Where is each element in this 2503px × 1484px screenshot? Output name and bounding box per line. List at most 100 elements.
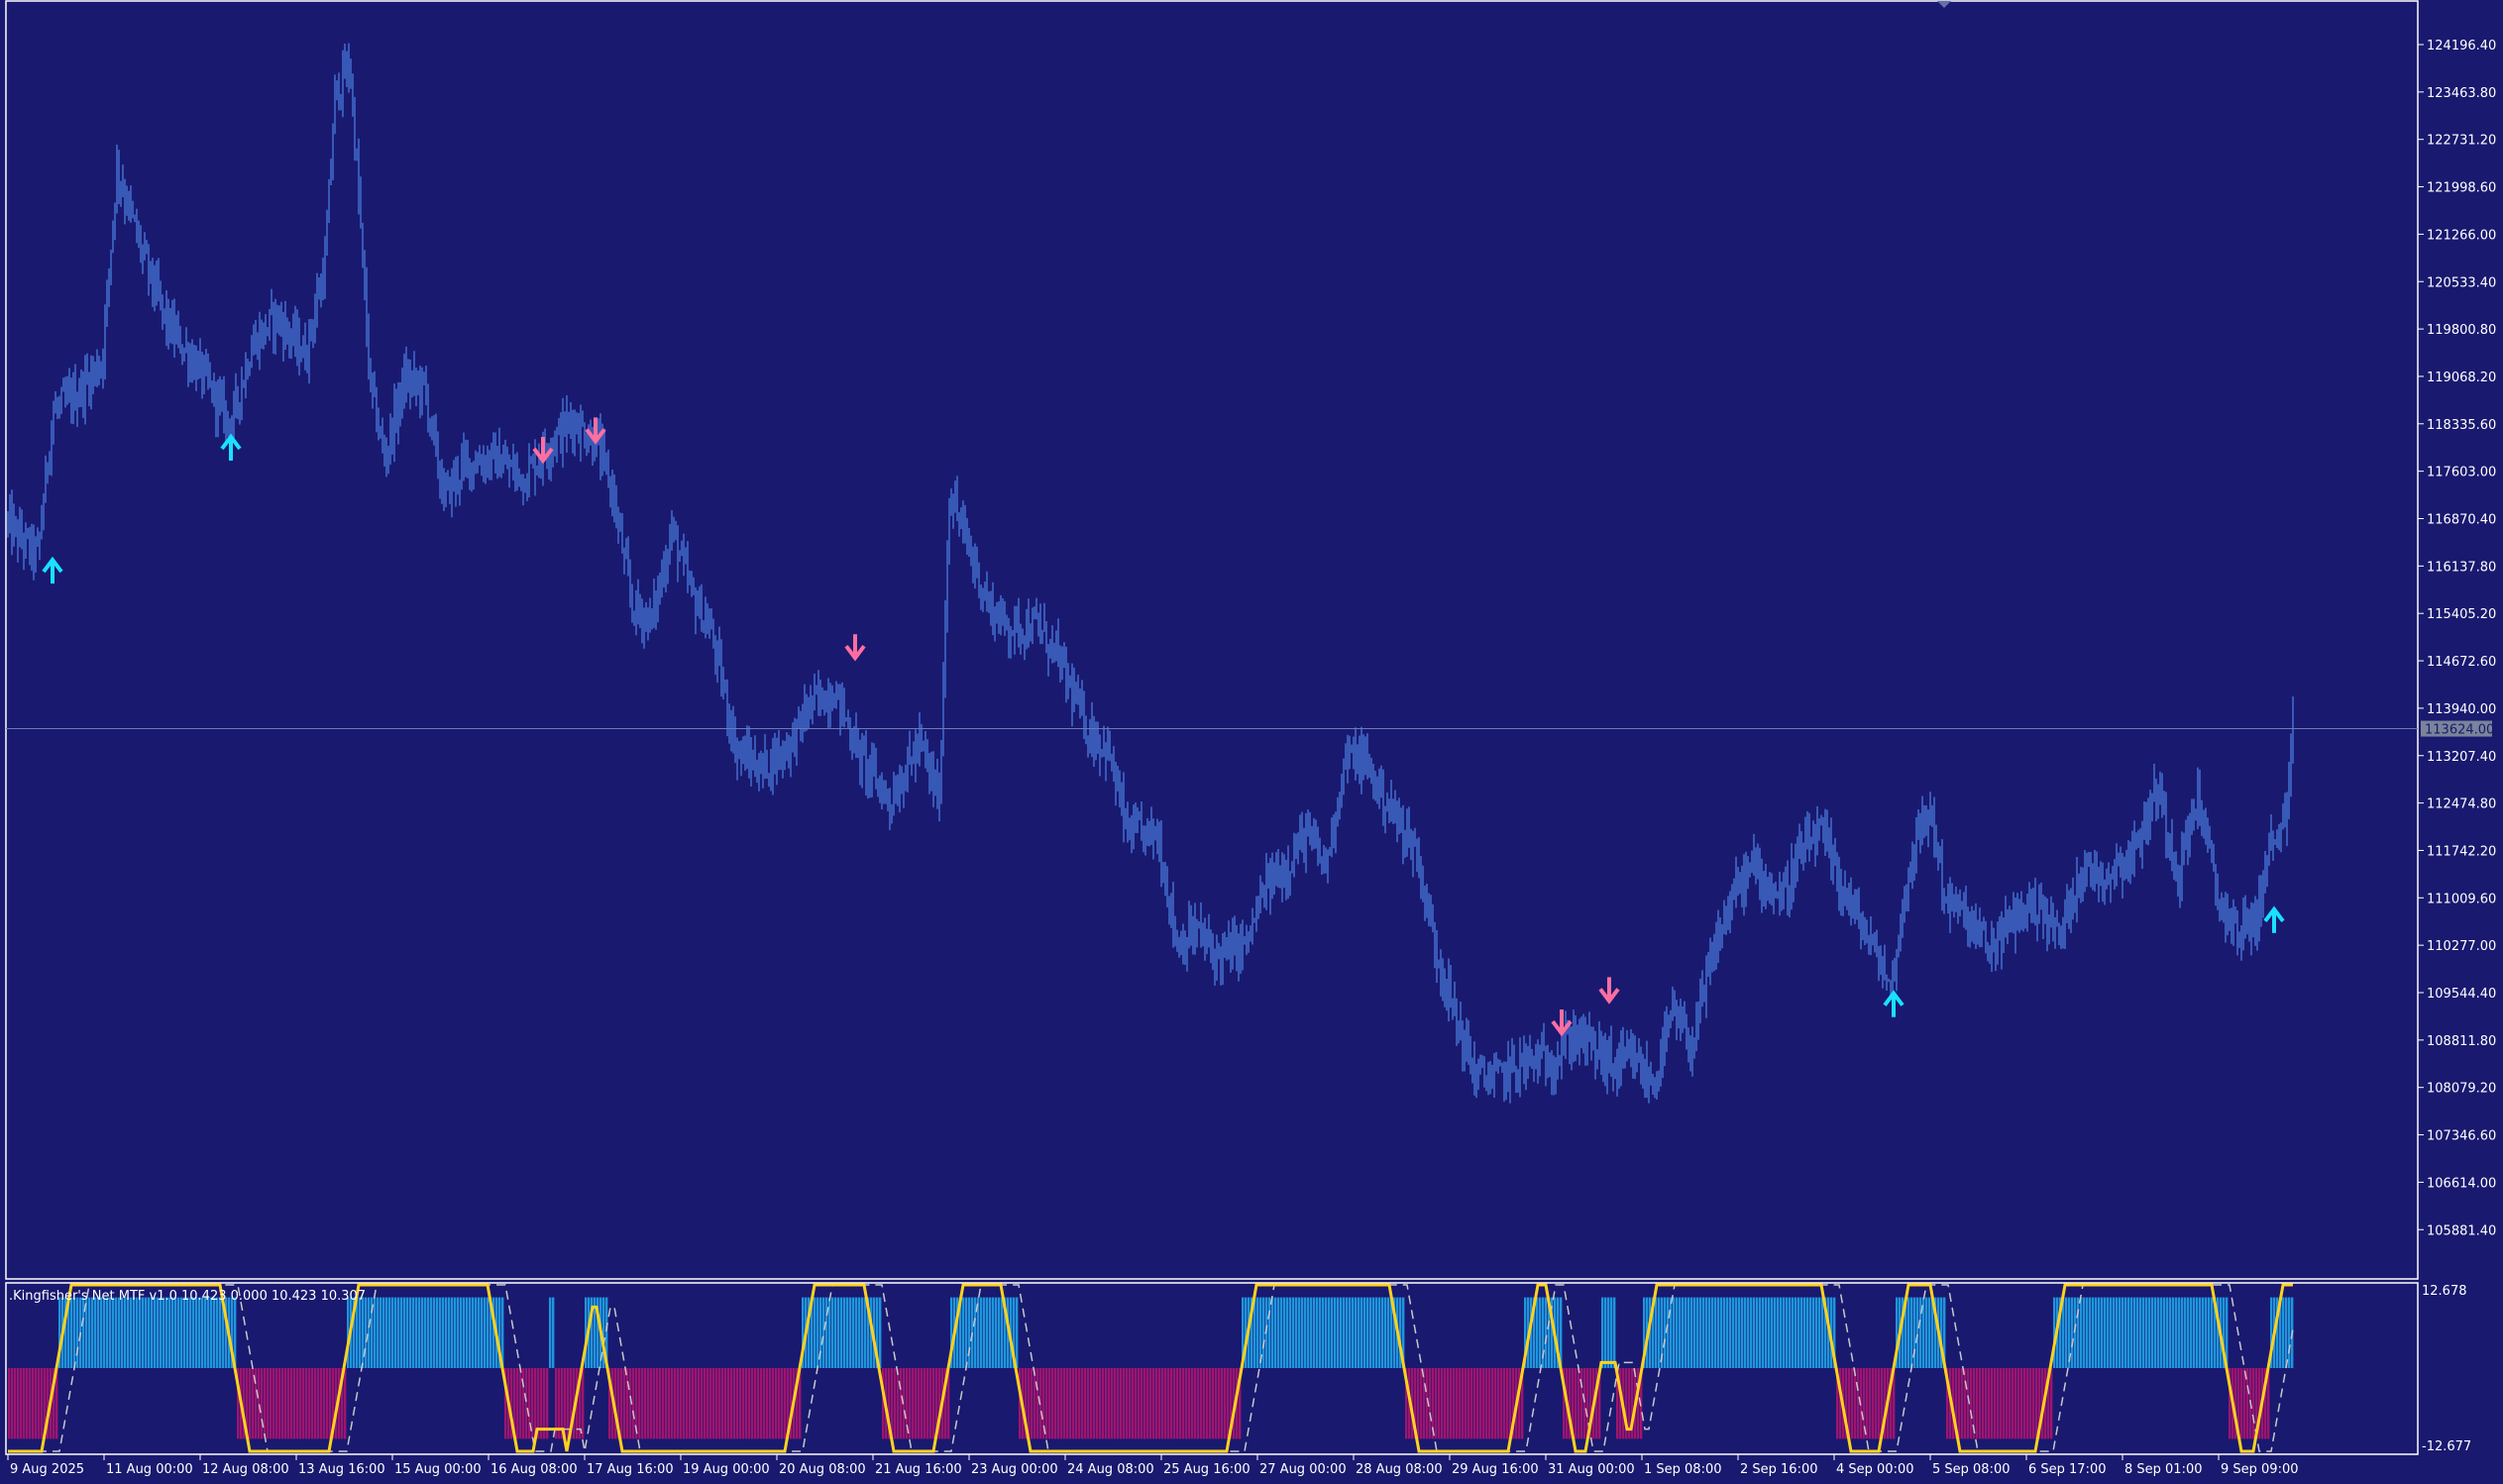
histogram-bar: [2166, 1297, 2169, 1368]
histogram-bar: [2098, 1297, 2101, 1368]
histogram-bar: [879, 1297, 882, 1368]
histogram-bar: [1346, 1297, 1349, 1368]
histogram-bar: [409, 1297, 412, 1368]
histogram-bar: [1586, 1368, 1589, 1439]
histogram-bar: [412, 1297, 415, 1368]
histogram-bar: [204, 1297, 207, 1368]
shift-marker-icon[interactable]: [1937, 1, 1951, 8]
histogram-bar: [858, 1297, 861, 1368]
histogram-bar: [516, 1368, 519, 1439]
histogram-bar: [632, 1368, 635, 1439]
time-axis-label: 19 Aug 00:00: [683, 1462, 770, 1477]
histogram-bar: [1488, 1368, 1491, 1439]
histogram-bar: [1747, 1297, 1750, 1368]
histogram-bar: [1283, 1297, 1286, 1368]
histogram-bar: [23, 1368, 26, 1439]
buy-arrow-icon: [42, 556, 63, 584]
histogram-bar: [1533, 1297, 1536, 1368]
histogram-bar: [680, 1368, 683, 1439]
histogram-bar: [1979, 1368, 1982, 1439]
histogram-bar: [26, 1368, 29, 1439]
histogram-bar: [246, 1368, 249, 1439]
histogram-bar: [647, 1368, 650, 1439]
buy-arrow-icon: [1883, 990, 1904, 1017]
histogram-bar: [2044, 1368, 2047, 1439]
histogram-bar: [1259, 1297, 1262, 1368]
histogram-bar: [388, 1297, 391, 1368]
histogram-bar: [442, 1297, 445, 1368]
histogram-bar: [724, 1368, 727, 1439]
sell-arrow-icon: [844, 634, 866, 662]
histogram-bar: [391, 1297, 394, 1368]
histogram-bar: [1970, 1368, 1973, 1439]
histogram-bar: [1114, 1368, 1117, 1439]
histogram-bar: [1631, 1368, 1634, 1439]
histogram-bar: [2267, 1368, 2270, 1439]
price-axis-label: 112474.80: [2427, 797, 2496, 812]
histogram-bar: [707, 1368, 709, 1439]
histogram-bar: [2110, 1297, 2113, 1368]
histogram-bar: [525, 1368, 528, 1439]
price-axis-label: 116137.80: [2427, 560, 2496, 575]
histogram-bar: [965, 1297, 968, 1368]
histogram-bar: [1628, 1368, 1631, 1439]
histogram-bar: [1251, 1297, 1253, 1368]
histogram-bar: [1360, 1297, 1363, 1368]
histogram-bar: [1143, 1368, 1146, 1439]
histogram-bar: [1054, 1368, 1057, 1439]
histogram-bar: [1096, 1368, 1099, 1439]
histogram-bar: [151, 1297, 154, 1368]
indicator-panel[interactable]: [5, 1282, 2419, 1455]
histogram-bar: [1795, 1297, 1797, 1368]
histogram-bar: [582, 1368, 585, 1439]
histogram-bar: [1643, 1297, 1646, 1368]
histogram-bar: [17, 1368, 20, 1439]
main-chart-panel[interactable]: [5, 0, 2419, 1280]
histogram-bar: [2279, 1297, 2282, 1368]
histogram-bar: [1693, 1297, 1696, 1368]
histogram-bar: [962, 1297, 965, 1368]
histogram-bar: [1872, 1368, 1875, 1439]
histogram-bar: [1845, 1368, 1848, 1439]
histogram-bar: [359, 1297, 362, 1368]
price-axis-label: 109544.40: [2427, 987, 2496, 1002]
histogram-bar: [1685, 1297, 1687, 1368]
histogram-bar: [594, 1297, 597, 1368]
histogram-bar: [882, 1368, 885, 1439]
histogram-bar: [1542, 1297, 1545, 1368]
histogram-bar: [1991, 1368, 1994, 1439]
histogram-bar: [183, 1297, 186, 1368]
histogram-bar: [406, 1297, 409, 1368]
histogram-bar: [766, 1368, 769, 1439]
histogram-bar: [2205, 1297, 2208, 1368]
histogram-bar: [2264, 1368, 2267, 1439]
histogram-bar: [1563, 1368, 1566, 1439]
histogram-bar: [2006, 1368, 2009, 1439]
histogram-bar: [1955, 1368, 1958, 1439]
histogram-bar: [460, 1297, 463, 1368]
histogram-bar: [115, 1297, 118, 1368]
histogram-bar: [617, 1368, 620, 1439]
histogram-bar: [1218, 1368, 1221, 1439]
histogram-bar: [1601, 1297, 1604, 1368]
histogram-bar: [1780, 1297, 1783, 1368]
histogram-bar: [275, 1368, 278, 1439]
histogram-bar: [1253, 1297, 1256, 1368]
histogram-bar: [1453, 1368, 1456, 1439]
time-axis-label: 21 Aug 16:00: [875, 1462, 962, 1477]
histogram-bar: [2270, 1297, 2273, 1368]
histogram-bar: [374, 1297, 377, 1368]
histogram-bar: [935, 1368, 938, 1439]
time-axis-label: 9 Aug 2025: [10, 1462, 84, 1477]
price-axis: 124196.40 123463.80 122731.20 121998.60 1212…: [2418, 39, 2496, 1238]
histogram-bar: [1946, 1368, 1949, 1439]
time-axis-label: 25 Aug 16:00: [1163, 1462, 1251, 1477]
price-axis-label: 118335.60: [2427, 418, 2496, 433]
histogram-bar: [2068, 1297, 2071, 1368]
histogram-bar: [1468, 1368, 1470, 1439]
histogram-bar: [1967, 1368, 1970, 1439]
histogram-bar: [67, 1297, 70, 1368]
histogram-bar: [1735, 1297, 1738, 1368]
histogram-bar: [1803, 1297, 1806, 1368]
